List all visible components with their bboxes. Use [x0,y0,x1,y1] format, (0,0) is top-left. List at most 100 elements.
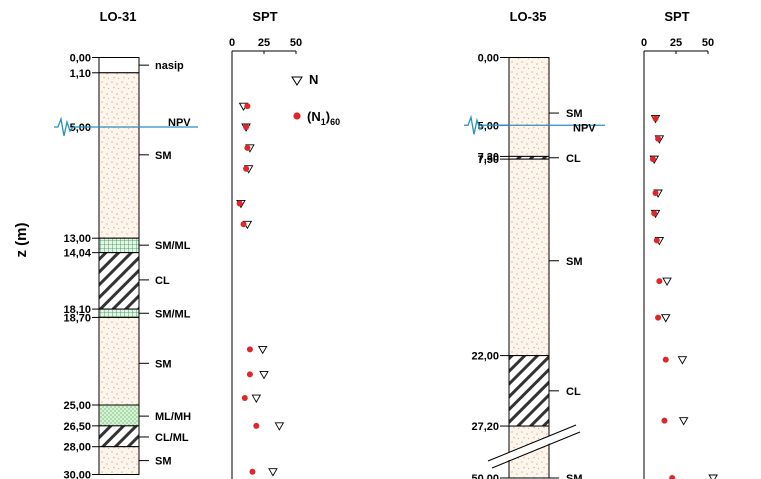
soil-label: SM [566,473,583,479]
layer-fill [98,57,140,74]
spt-points [236,102,285,477]
spt-n160-point [243,165,250,172]
soil-label: ML/MH [155,411,191,423]
n-marker-icon [291,76,303,86]
legend-n160-main: (N [307,109,321,124]
spt-tick-label: 25 [258,37,270,49]
borehole-column [508,57,550,479]
soil-label: CL [155,275,170,287]
legend-n160-sub60: 60 [330,117,340,127]
legend-n160-label: (N1)60 [307,109,340,127]
spt-points [649,115,718,479]
depth-label: 30,00 [63,470,91,479]
scale-break-gap [488,424,580,468]
soil-label-group: nasip SM SM/ML CL SM/ML SM ML/MH CL/ML SM [139,60,191,468]
scale-break-line [487,424,577,462]
spt-n160-point [246,371,253,378]
spt-n160-point [655,314,662,321]
layer-sand [98,316,140,406]
depth-label: 14,04 [63,248,91,260]
soil-label-group: SM CL SM CL SM [549,108,583,479]
spt-n-point [257,345,268,355]
spt-tick-label: 50 [290,37,302,49]
spt-n160-point [249,468,256,475]
y-axis-label: z (m) [13,223,30,258]
spt-n160-point [649,156,656,163]
depth-label: 18,70 [63,312,91,324]
legend-n160-sub1: 1 [321,117,326,127]
borehole-title: LO-31 [100,9,137,24]
spt-n160-point [651,210,658,217]
spt-n160-point [241,395,248,402]
layer-clay [98,425,140,448]
soil-label: SM/ML [155,240,191,252]
layer-sand [98,72,140,239]
spt-n160-point [662,356,669,363]
spt-n160-point [655,135,662,142]
legend: N (N1)60 [291,72,340,127]
scale-break-line [491,431,581,469]
borehole-title: LO-35 [510,9,547,24]
spt-n-point [660,314,671,323]
depth-label: 22,00 [471,351,499,363]
layer-siltgrid [98,237,140,254]
depth-label: 25,00 [63,400,91,412]
depth-label: 26,50 [63,421,91,433]
legend-n-label: N [309,72,318,87]
soil-label: CL [566,153,581,165]
spt-n160-point [652,115,659,122]
spt-n160-point [652,190,659,196]
depth-label: 1,10 [70,68,91,80]
depth-tick-group [500,57,509,479]
spt-tick-label: 50 [702,37,714,49]
spt-n-point [677,356,688,365]
layer-clay [508,355,550,427]
layer-sand [508,158,550,357]
spt-n160-point [246,346,253,353]
spt-n160-point [236,200,243,207]
spt-n-point [251,394,262,403]
spt-n160-point [244,103,251,110]
spt-tick-label: 0 [641,37,647,49]
spt-n160-point [253,422,260,429]
spt-n-point [268,468,278,477]
soil-label: SM [566,108,583,120]
soil-label: nasip [155,60,184,72]
soil-label: SM [155,358,172,370]
spt-n160-point [244,144,251,151]
depth-label: 0,00 [478,53,499,65]
depth-tick-group [92,57,99,475]
spt-tick-label: 25 [670,37,682,49]
layer-clay [98,252,140,310]
spt-title: SPT [252,9,277,24]
depth-label: 7,30 [478,151,499,163]
water-wave-icon [54,116,74,137]
npv-label: NPV [573,122,596,134]
layer-siltgrid [98,308,140,318]
depth-label: 13,00 [63,233,91,245]
spt-n160-point [653,237,660,244]
spt-n160-point [656,278,663,285]
water-wave-icon [464,114,484,135]
depth-label: 5,00 [70,122,91,134]
spt-n160-point [243,124,250,130]
depth-label: 28,00 [63,442,91,454]
depth-label: 50,00 [471,473,499,479]
spt-n160-point [661,417,668,424]
soil-label: SM/ML [155,308,191,320]
groundwater-level: NPV [54,116,198,137]
groundwater-level: NPV [464,114,605,135]
borehole-lo-35: LO-35 0,00 5,00 7,307,50 22,00 27,20 50,00 SM… [464,9,605,479]
borehole-column [98,57,140,476]
scale-break-icon [487,424,581,469]
layer-siltdots [98,404,140,427]
soil-label: SM [155,150,172,162]
layer-sand [98,446,140,476]
soil-label: SM [566,256,583,268]
spt-n-point [259,370,269,380]
spt-n-point [662,277,672,286]
layer-sand [508,57,550,157]
